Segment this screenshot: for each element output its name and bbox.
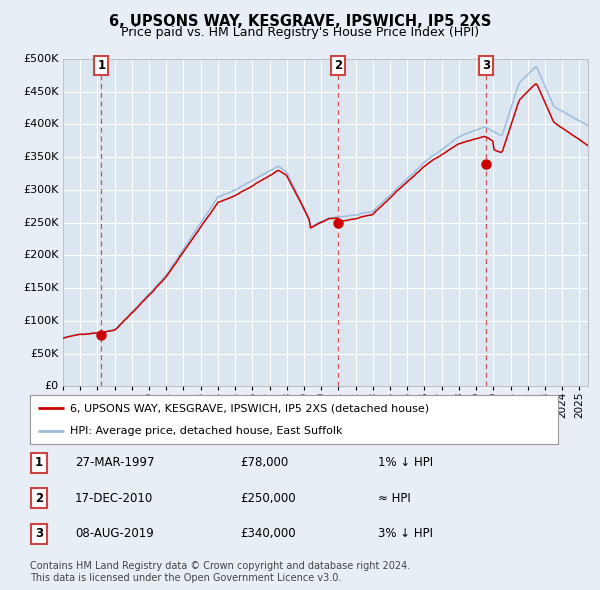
- Text: £500K: £500K: [23, 54, 59, 64]
- Text: 17-DEC-2010: 17-DEC-2010: [75, 491, 153, 505]
- Text: 2: 2: [35, 491, 43, 505]
- Text: £200K: £200K: [23, 251, 59, 260]
- Text: 3% ↓ HPI: 3% ↓ HPI: [378, 527, 433, 540]
- Text: £250K: £250K: [23, 218, 59, 228]
- Text: 6, UPSONS WAY, KESGRAVE, IPSWICH, IP5 2XS: 6, UPSONS WAY, KESGRAVE, IPSWICH, IP5 2X…: [109, 14, 491, 28]
- Text: 3: 3: [35, 527, 43, 540]
- Text: £350K: £350K: [23, 152, 59, 162]
- Text: 2: 2: [334, 59, 342, 72]
- Text: HPI: Average price, detached house, East Suffolk: HPI: Average price, detached house, East…: [70, 425, 342, 435]
- Text: £50K: £50K: [31, 349, 59, 359]
- Text: Contains HM Land Registry data © Crown copyright and database right 2024.
This d: Contains HM Land Registry data © Crown c…: [30, 561, 410, 583]
- Text: £340,000: £340,000: [240, 527, 296, 540]
- Text: £150K: £150K: [23, 283, 59, 293]
- Text: £400K: £400K: [23, 120, 59, 129]
- Text: £450K: £450K: [23, 87, 59, 97]
- Text: £250,000: £250,000: [240, 491, 296, 505]
- Text: 1% ↓ HPI: 1% ↓ HPI: [378, 456, 433, 470]
- Text: ≈ HPI: ≈ HPI: [378, 491, 411, 505]
- Text: £78,000: £78,000: [240, 456, 288, 470]
- Text: £300K: £300K: [23, 185, 59, 195]
- Text: £100K: £100K: [23, 316, 59, 326]
- Text: 1: 1: [35, 456, 43, 470]
- Text: £0: £0: [44, 382, 59, 391]
- Text: 1: 1: [97, 59, 106, 72]
- Text: Price paid vs. HM Land Registry's House Price Index (HPI): Price paid vs. HM Land Registry's House …: [121, 26, 479, 39]
- Text: 6, UPSONS WAY, KESGRAVE, IPSWICH, IP5 2XS (detached house): 6, UPSONS WAY, KESGRAVE, IPSWICH, IP5 2X…: [70, 404, 429, 414]
- Text: 08-AUG-2019: 08-AUG-2019: [75, 527, 154, 540]
- Text: 27-MAR-1997: 27-MAR-1997: [75, 456, 155, 470]
- Text: 3: 3: [482, 59, 491, 72]
